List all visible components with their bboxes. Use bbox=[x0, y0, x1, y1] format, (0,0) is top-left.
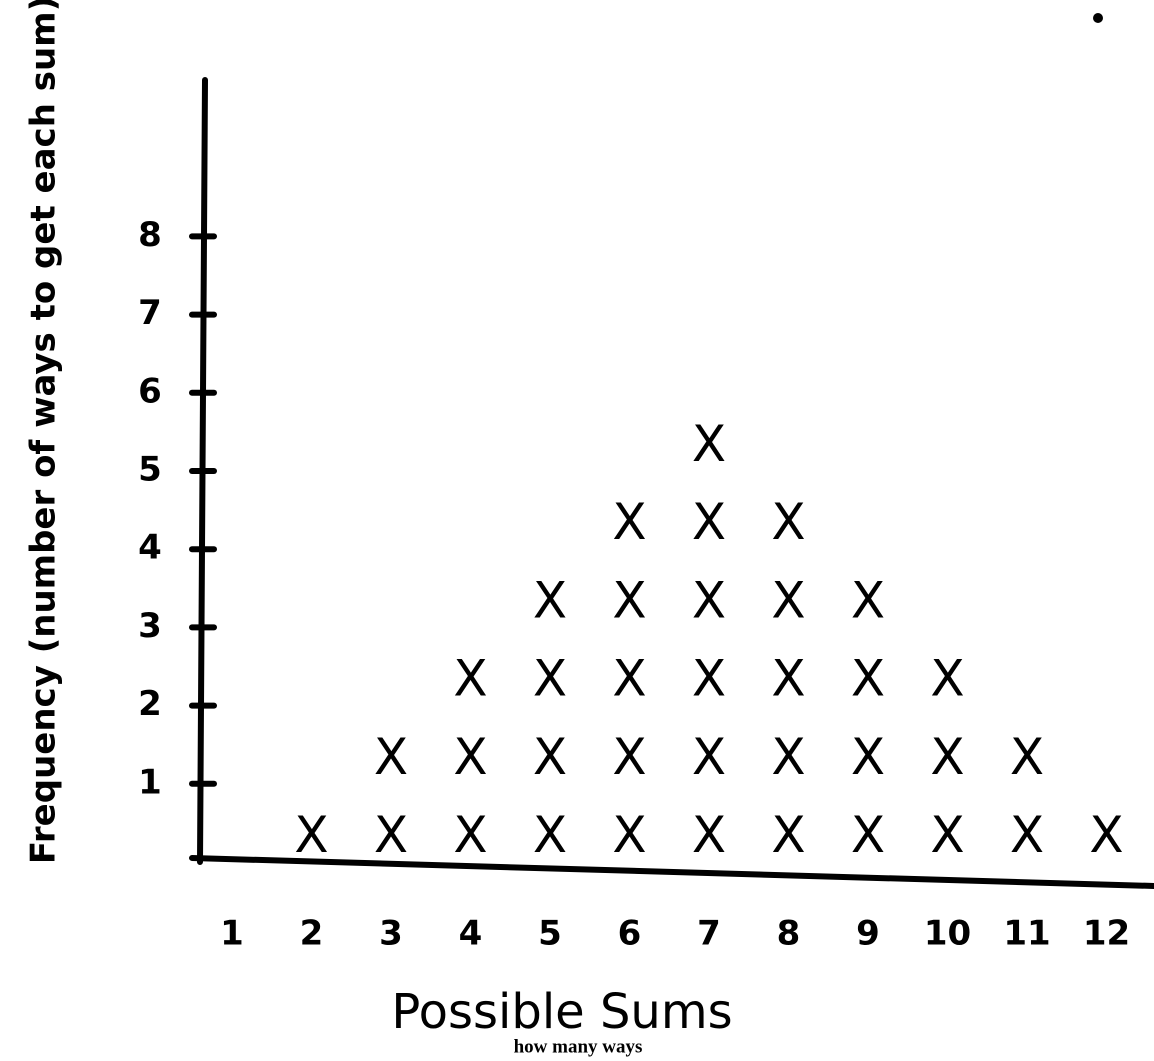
y-tick-label: 6 bbox=[138, 371, 162, 411]
x-marker: X bbox=[851, 806, 885, 864]
x-marker: X bbox=[692, 415, 726, 473]
x-marker: X bbox=[851, 571, 885, 629]
y-tick-label: 2 bbox=[138, 684, 162, 724]
x-marker: X bbox=[612, 571, 646, 629]
x-marker: X bbox=[851, 650, 885, 708]
caption: how many ways bbox=[514, 1036, 643, 1057]
chart: Frequency (number of ways to get each su… bbox=[0, 0, 1154, 1061]
y-tick-label: 3 bbox=[138, 606, 162, 646]
x-marker: X bbox=[771, 571, 805, 629]
x-tick-label: 1 bbox=[220, 914, 244, 954]
x-marker: X bbox=[771, 650, 805, 708]
x-tick-label: 4 bbox=[459, 914, 483, 954]
dot-stack: X bbox=[294, 806, 328, 864]
x-marker: X bbox=[533, 806, 567, 864]
x-marker: X bbox=[453, 806, 487, 864]
x-tick-label: 10 bbox=[924, 914, 971, 954]
x-marker: X bbox=[930, 650, 964, 708]
x-marker: X bbox=[692, 728, 726, 786]
x-marker: X bbox=[374, 728, 408, 786]
x-marker: X bbox=[374, 806, 408, 864]
x-marker: X bbox=[533, 650, 567, 708]
y-tick-label: 8 bbox=[138, 215, 162, 255]
x-marker: X bbox=[294, 806, 328, 864]
x-tick-label: 5 bbox=[538, 914, 562, 954]
x-tick-label: 11 bbox=[1003, 914, 1050, 954]
dot-stack: XXX bbox=[930, 650, 964, 864]
x-marker: X bbox=[533, 728, 567, 786]
x-marker: X bbox=[692, 650, 726, 708]
x-marker: X bbox=[930, 806, 964, 864]
x-marker: X bbox=[1010, 806, 1044, 864]
x-marker: X bbox=[771, 806, 805, 864]
y-tick-label: 4 bbox=[138, 528, 162, 568]
y-tick-label: 1 bbox=[138, 762, 162, 802]
x-marker: X bbox=[453, 650, 487, 708]
y-tick-label: 5 bbox=[138, 450, 162, 490]
x-tick-label: 8 bbox=[777, 914, 801, 954]
x-marker: X bbox=[692, 493, 726, 551]
dot-stack: XX bbox=[374, 728, 408, 864]
x-marker: X bbox=[612, 728, 646, 786]
x-marker: X bbox=[692, 571, 726, 629]
x-tick-label: 12 bbox=[1083, 914, 1130, 954]
x-tick-label: 7 bbox=[697, 914, 721, 954]
x-marker: X bbox=[692, 806, 726, 864]
x-tick-label: 6 bbox=[618, 914, 642, 954]
x-marker: X bbox=[771, 493, 805, 551]
x-axis-title: Possible Sums bbox=[391, 984, 732, 1040]
x-marker: X bbox=[612, 806, 646, 864]
x-tick-label: 9 bbox=[856, 914, 880, 954]
x-marker: X bbox=[533, 571, 567, 629]
dot-stack: XXX bbox=[453, 650, 487, 864]
x-marker: X bbox=[771, 728, 805, 786]
y-tick-label: 7 bbox=[138, 293, 162, 333]
x-tick-label: 2 bbox=[300, 914, 324, 954]
y-axis-title: Frequency (number of ways to get each su… bbox=[24, 0, 64, 864]
x-marker: X bbox=[851, 728, 885, 786]
x-marker: X bbox=[1089, 806, 1123, 864]
dot-stack: XX bbox=[1010, 728, 1044, 864]
x-marker: X bbox=[930, 728, 964, 786]
x-tick-label: 3 bbox=[379, 914, 403, 954]
x-marker: X bbox=[453, 728, 487, 786]
x-marker: X bbox=[1010, 728, 1044, 786]
stray-dot bbox=[1093, 13, 1103, 23]
x-marker: X bbox=[612, 650, 646, 708]
dot-stack: X bbox=[1089, 806, 1123, 864]
x-marker: X bbox=[612, 493, 646, 551]
